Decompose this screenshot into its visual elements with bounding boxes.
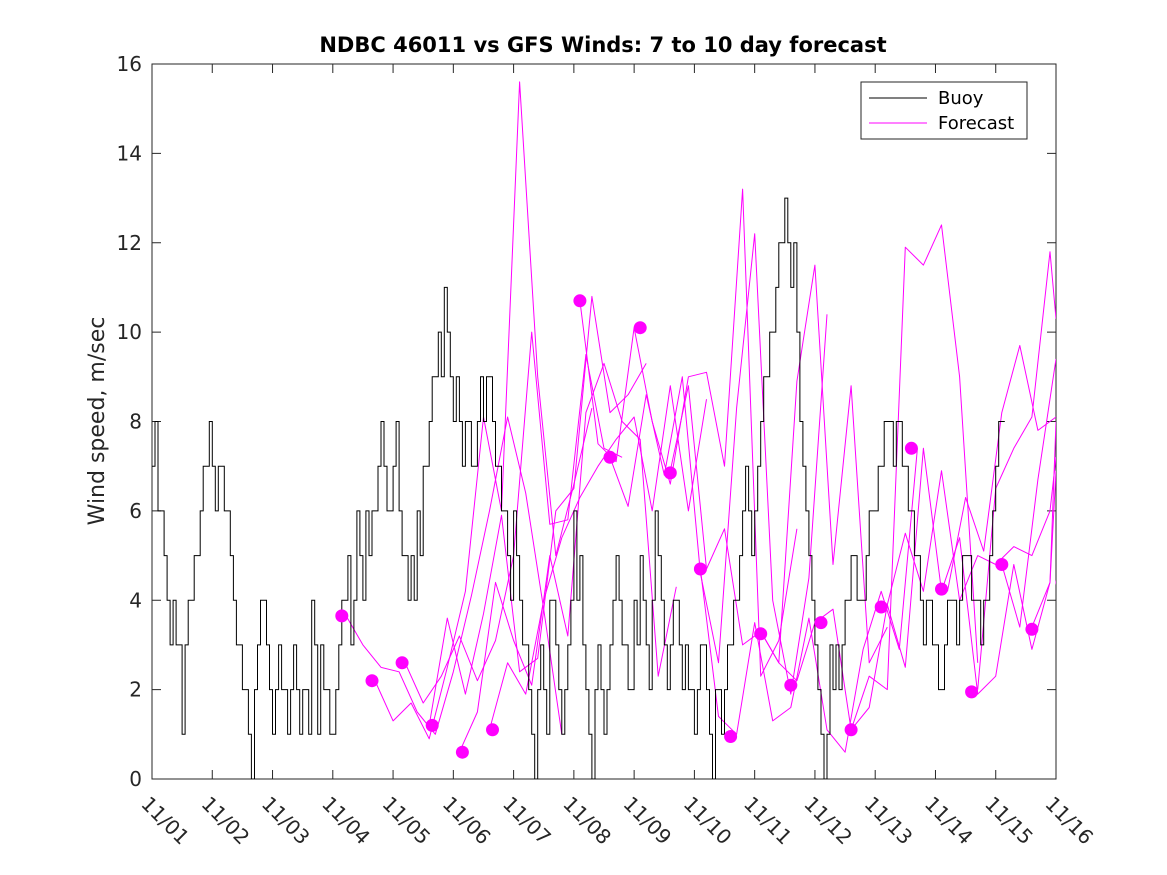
forecast-line <box>1001 358 1056 628</box>
forecast-line <box>947 345 1056 592</box>
forecast-marker <box>995 558 1009 571</box>
forecast-line <box>579 188 798 677</box>
chart-title: NDBC 46011 vs GFS Winds: 7 to 10 day for… <box>319 33 886 57</box>
y-tick-label: 10 <box>117 320 142 344</box>
forecast-marker <box>455 745 469 759</box>
forecast-marker <box>814 616 828 630</box>
legend-label: Buoy <box>938 88 984 109</box>
forecast-line <box>1031 421 1056 628</box>
buoy-line <box>152 197 1005 779</box>
forecast-marker <box>844 723 858 737</box>
legend: Buoy Forecast <box>860 81 1028 140</box>
forecast-line <box>458 362 677 753</box>
forecast-line <box>344 416 563 735</box>
forecast-marker <box>784 678 798 692</box>
y-tick-label: 2 <box>129 678 142 702</box>
forecast-marker <box>603 450 617 464</box>
forecast-marker <box>724 730 738 743</box>
forecast-marker <box>754 627 768 641</box>
forecast-marker <box>425 718 439 732</box>
forecast-marker <box>573 294 587 308</box>
series-group <box>152 81 1056 779</box>
forecast-marker <box>1025 622 1039 636</box>
y-tick-label: 6 <box>129 499 142 523</box>
forecast-marker <box>663 466 677 480</box>
y-tick-label: 12 <box>117 231 142 255</box>
forecast-marker <box>693 562 707 576</box>
forecast-line <box>428 295 647 726</box>
forecast-marker <box>486 723 499 737</box>
forecast-marker <box>365 674 379 688</box>
forecast-marker <box>874 600 888 614</box>
legend-box <box>860 81 1028 140</box>
forecast-marker <box>904 441 918 455</box>
y-axis-label: Wind speed, m/sec <box>85 317 110 526</box>
y-tick-label: 4 <box>129 588 142 612</box>
forecast-marker <box>1055 579 1056 585</box>
y-tick-label: 8 <box>129 410 142 434</box>
forecast-marker <box>395 656 409 670</box>
forecast-marker <box>935 582 948 596</box>
forecast-line <box>760 224 979 731</box>
forecast-line <box>489 385 707 730</box>
forecast-marker <box>965 685 979 699</box>
forecast-marker <box>633 321 647 335</box>
forecast-line <box>886 457 1056 605</box>
y-tick-label: 16 <box>117 52 142 76</box>
forecast-line <box>609 233 828 695</box>
legend-label: Forecast <box>938 113 1014 134</box>
forecast-marker <box>335 609 349 623</box>
y-tick-label: 14 <box>117 141 142 165</box>
y-tick-label: 0 <box>129 767 142 791</box>
